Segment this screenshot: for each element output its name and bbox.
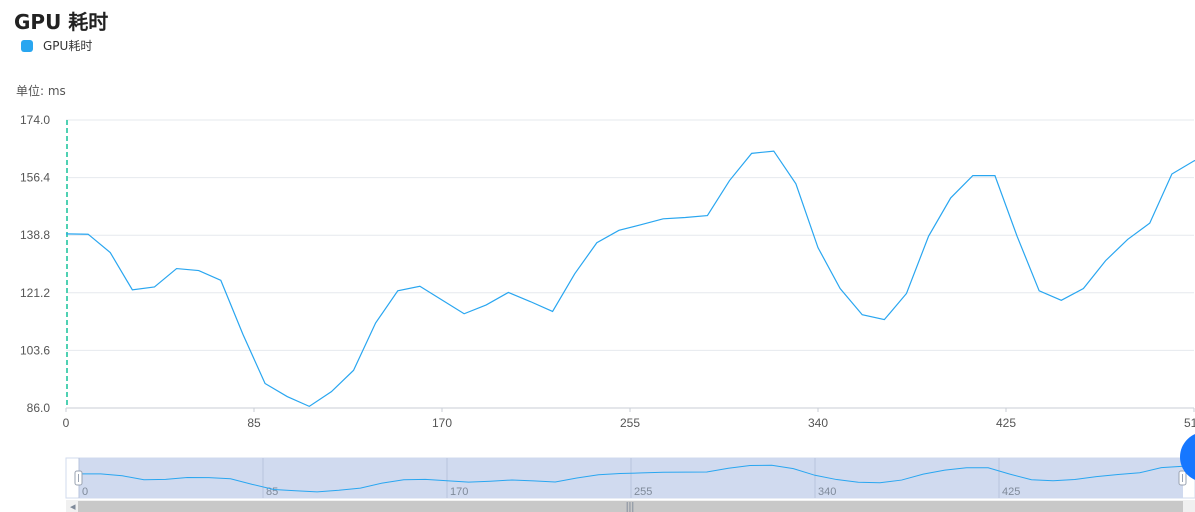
x-tick-label: 0	[63, 416, 70, 430]
y-tick-label: 86.0	[27, 401, 51, 415]
data-point	[219, 279, 222, 282]
data-point	[241, 333, 244, 336]
y-tick-label: 174.0	[20, 113, 50, 127]
data-point	[529, 300, 532, 303]
data-point	[750, 152, 753, 155]
data-point	[883, 318, 886, 321]
data-point	[175, 267, 178, 270]
zoom-tick-label: 0	[82, 486, 88, 498]
chart-title: GPU 耗时	[14, 10, 109, 34]
zoom-series-preview	[78, 464, 1184, 493]
data-point	[595, 241, 598, 244]
data-point	[396, 289, 399, 292]
data-point	[971, 174, 974, 177]
data-point	[374, 321, 377, 324]
x-tick-label: 85	[247, 416, 261, 430]
data-point	[131, 288, 134, 291]
data-point	[485, 303, 488, 306]
data-point	[153, 285, 156, 288]
x-tick-label: 170	[432, 416, 452, 430]
data-point	[330, 390, 333, 393]
data-point	[507, 291, 510, 294]
data-point	[286, 395, 289, 398]
data-point	[65, 232, 68, 235]
data-point	[308, 405, 311, 408]
legend-swatch	[21, 39, 33, 52]
data-point	[817, 246, 820, 249]
data-point	[861, 313, 864, 316]
data-point	[418, 285, 421, 288]
data-point	[463, 312, 466, 315]
data-point	[87, 233, 90, 236]
data-point	[949, 196, 952, 199]
data-point	[684, 216, 687, 219]
data-point	[1016, 235, 1019, 238]
data-point	[264, 382, 267, 385]
data-point	[1082, 287, 1085, 290]
data-point	[993, 174, 996, 177]
y-tick-label: 138.8	[20, 228, 50, 242]
x-tick-label: 510	[1184, 416, 1195, 430]
data-point	[772, 150, 775, 153]
data-point	[662, 217, 665, 220]
data-point	[1060, 299, 1063, 302]
zoom-tick-label: 85	[266, 486, 278, 498]
scroll-left-arrow-icon[interactable]: ◂	[70, 501, 76, 512]
data-point	[905, 292, 908, 295]
data-point	[352, 369, 355, 372]
x-tick-label: 340	[808, 416, 828, 430]
x-tick-label: 255	[620, 416, 640, 430]
scrollbar-grip: |||	[626, 501, 635, 512]
y-tick-label: 103.6	[20, 343, 50, 357]
y-axis-unit-label: 单位: ms	[16, 84, 66, 98]
series-line-gpu	[65, 150, 1195, 408]
data-point	[1148, 222, 1151, 225]
data-point	[441, 299, 444, 302]
data-point	[640, 223, 643, 226]
data-point	[1170, 173, 1173, 176]
legend-item-gpu[interactable]: GPU耗时	[21, 37, 92, 54]
data-point	[1126, 238, 1129, 241]
scrollbar-thumb[interactable]	[78, 501, 1183, 512]
data-point	[1104, 259, 1107, 262]
data-point	[1038, 289, 1041, 292]
zoom-tick-label: 170	[450, 486, 468, 498]
data-point	[706, 214, 709, 217]
legend-label: GPU耗时	[43, 39, 93, 53]
data-point	[551, 310, 554, 313]
data-point	[794, 182, 797, 185]
zoom-tick-label: 340	[818, 486, 836, 498]
y-tick-label: 156.4	[20, 171, 50, 185]
x-tick-label: 425	[996, 416, 1016, 430]
zoom-tick-label: 255	[634, 486, 652, 498]
data-point	[839, 287, 842, 290]
data-point	[109, 251, 112, 254]
data-point	[728, 179, 731, 182]
floating-action-button[interactable]	[1180, 432, 1195, 482]
data-point	[573, 272, 576, 275]
y-tick-label: 121.2	[20, 286, 50, 300]
data-point	[197, 269, 200, 272]
data-point	[927, 235, 930, 238]
zoom-tick-label: 425	[1002, 486, 1020, 498]
data-point	[617, 229, 620, 232]
